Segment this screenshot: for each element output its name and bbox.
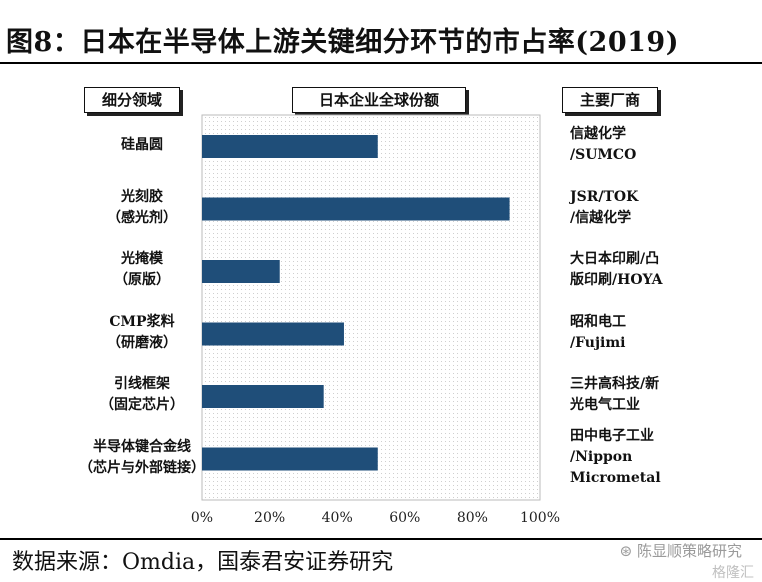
x-tick-label: 0% (191, 510, 213, 526)
watermark-brand: 格隆汇 (712, 565, 754, 581)
category-label-line: （原版） (114, 272, 170, 288)
category-label: 半导体键合金线 （芯片与外部链接） (52, 437, 232, 479)
category-label-line: （芯片与外部链接） (79, 459, 205, 476)
category-label: 光刻胶 （感光剂） (52, 187, 232, 229)
vendor-label: 昭和电工 /Fujimi (570, 313, 626, 351)
x-tick-label: 80% (457, 510, 488, 526)
category-label-line: 引线框架 (114, 376, 170, 392)
source-note: 数据来源：Omdia，国泰君安证券研究 (12, 550, 394, 575)
category-label: 光掩模 （原版） (52, 249, 232, 291)
vendor-label: 三井高科技/新 光电气工业 (570, 376, 660, 413)
x-tick-label: 20% (254, 510, 285, 526)
bar (202, 447, 378, 471)
category-label-line: （固定芯片） (100, 397, 184, 413)
chart-title: 图8：日本在半导体上游关键细分环节的市占率(2019) (6, 27, 679, 58)
category-label-line: 光掩模 (121, 251, 163, 267)
bar (202, 260, 280, 283)
vendor-label: JSR/TOK /信越化学 (570, 188, 639, 226)
bar-chart: 0% 20% 40% 60% 80% 100% (191, 114, 560, 526)
bar (202, 322, 344, 346)
category-label-line: （研磨液） (107, 334, 177, 351)
category-label-line: 硅晶圆 (121, 136, 163, 153)
header-category: 细分领域 (84, 87, 180, 113)
header-vendors: 主要厂商 (562, 87, 658, 113)
bar (202, 197, 510, 221)
x-tick-label: 100% (520, 510, 560, 526)
vendor-label: 信越化学 /SUMCO (570, 126, 637, 163)
vendor-label: 田中电子工业 /Nippon Micrometal (570, 428, 661, 486)
watermark-account: ⊛ 陈显顺策略研究 (619, 542, 742, 560)
x-tick-label: 60% (389, 510, 420, 526)
category-label-line: （感光剂） (107, 209, 177, 226)
category-label-line: 半导体键合金线 (93, 438, 191, 455)
category-label-line: 光刻胶 (121, 188, 163, 205)
plot-area (201, 114, 541, 501)
x-tick-label: 40% (322, 510, 353, 526)
bar (202, 385, 324, 408)
bar (202, 135, 378, 158)
source-rule (0, 538, 762, 540)
header-share: 日本企业全球份额 (292, 87, 466, 113)
title-rule (0, 62, 762, 64)
vendor-label: 大日本印刷/凸 版印刷/HOYA (570, 251, 663, 288)
category-label: 硅晶圆 (52, 135, 232, 156)
category-label-line: CMP浆料 (109, 313, 175, 330)
category-label: 引线框架 （固定芯片） (52, 374, 232, 416)
category-label: CMP浆料 （研磨液） (52, 312, 232, 354)
